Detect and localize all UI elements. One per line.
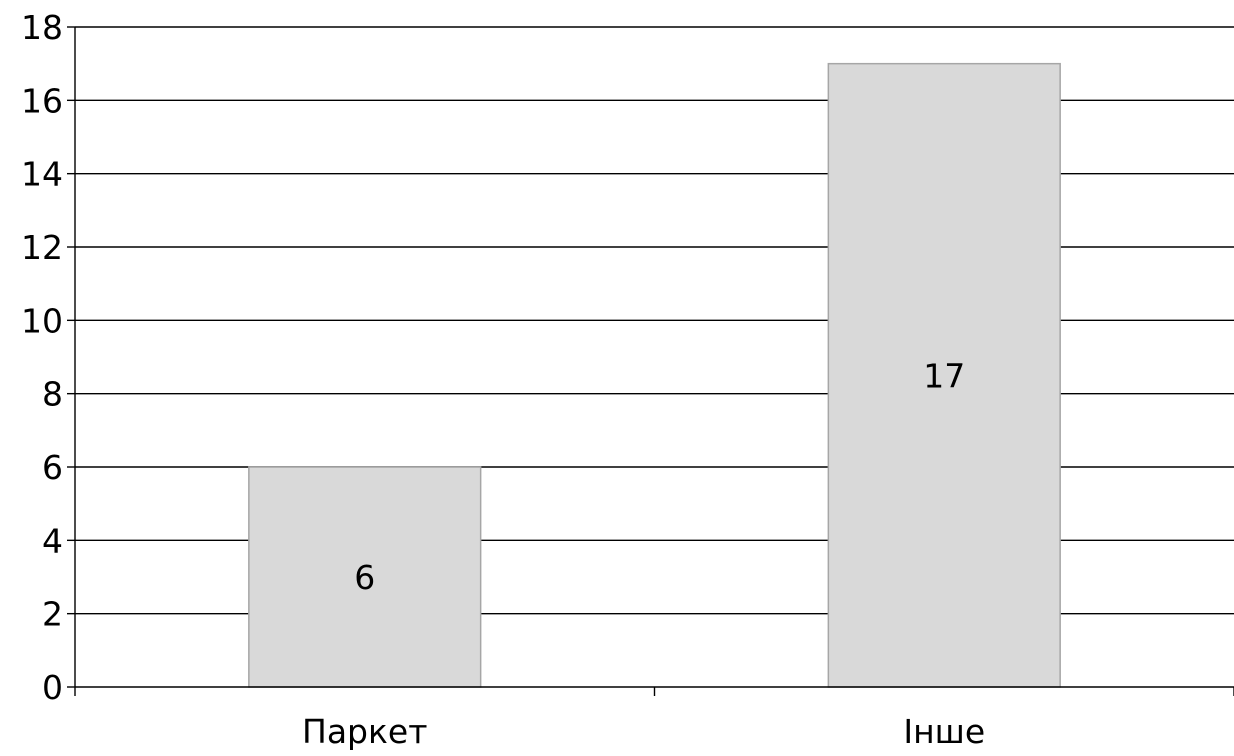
y-tick-label: 14 [21, 155, 63, 194]
x-category-label: Паркет [302, 712, 427, 751]
bar-data-label: 6 [354, 558, 375, 597]
y-tick-label: 6 [42, 448, 63, 487]
bar-data-label: 17 [923, 356, 965, 395]
y-tick-label: 12 [21, 228, 63, 267]
y-tick-label: 16 [21, 81, 63, 120]
y-tick-label: 2 [42, 595, 63, 634]
y-tick-label: 0 [42, 668, 63, 707]
y-tick-label: 8 [42, 375, 63, 414]
y-tick-label: 18 [21, 8, 63, 47]
y-tick-label: 4 [42, 521, 63, 560]
x-category-label: Інше [903, 712, 985, 751]
y-tick-label: 10 [21, 301, 63, 340]
